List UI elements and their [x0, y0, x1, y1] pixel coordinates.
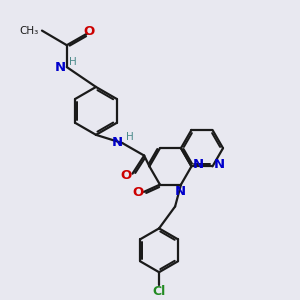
Text: N: N [175, 184, 186, 197]
Text: N: N [214, 158, 225, 171]
Text: CH₃: CH₃ [20, 26, 39, 36]
Text: N: N [112, 136, 123, 148]
Text: O: O [132, 186, 144, 199]
Text: H: H [69, 57, 77, 67]
Text: N: N [193, 158, 204, 171]
Text: O: O [83, 25, 94, 38]
Text: N: N [55, 61, 66, 74]
Text: H: H [126, 132, 134, 142]
Text: Cl: Cl [152, 285, 166, 298]
Text: O: O [120, 169, 132, 182]
